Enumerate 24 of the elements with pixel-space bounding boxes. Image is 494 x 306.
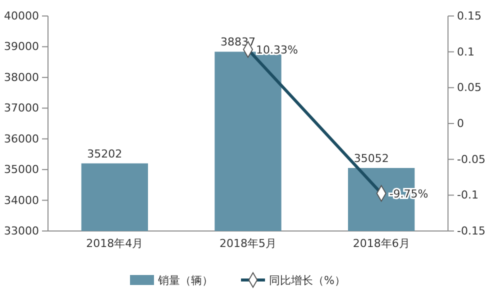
x-tick-label: 2018年5月	[220, 236, 276, 250]
y2-tick-label: -0.05	[457, 152, 486, 166]
y-tick-label: 33000	[4, 224, 39, 238]
y-tick-label: 35000	[4, 163, 39, 176]
y-tick-label: 38000	[4, 70, 39, 84]
x-tick-label: 2018年4月	[86, 236, 144, 250]
data-label: 10.33%	[256, 43, 298, 56]
x-tick-label: 2018年6月	[352, 236, 410, 250]
legend-label: 同比增长（%）	[269, 274, 346, 287]
y-tick-label: 34000	[4, 194, 39, 207]
y-tick-label: 36000	[4, 132, 39, 146]
data-label: 35052	[354, 152, 389, 165]
data-label: 35202	[87, 147, 122, 160]
y2-tick-label: -0.1	[457, 188, 478, 202]
y2-tick-label: 0.05	[457, 81, 482, 94]
legend-label: 销量（辆）	[157, 274, 213, 287]
y-tick-label: 37000	[4, 102, 39, 115]
y-tick-label: 40000	[4, 10, 39, 23]
y2-tick-label: 0.1	[457, 45, 474, 58]
y2-tick-label: 0	[457, 117, 464, 130]
y2-tick-label: 0.15	[457, 10, 482, 23]
data-label: 38837	[220, 36, 256, 49]
y-tick-label: 39000	[4, 40, 39, 54]
y2-tick-label: -0.15	[457, 224, 486, 238]
